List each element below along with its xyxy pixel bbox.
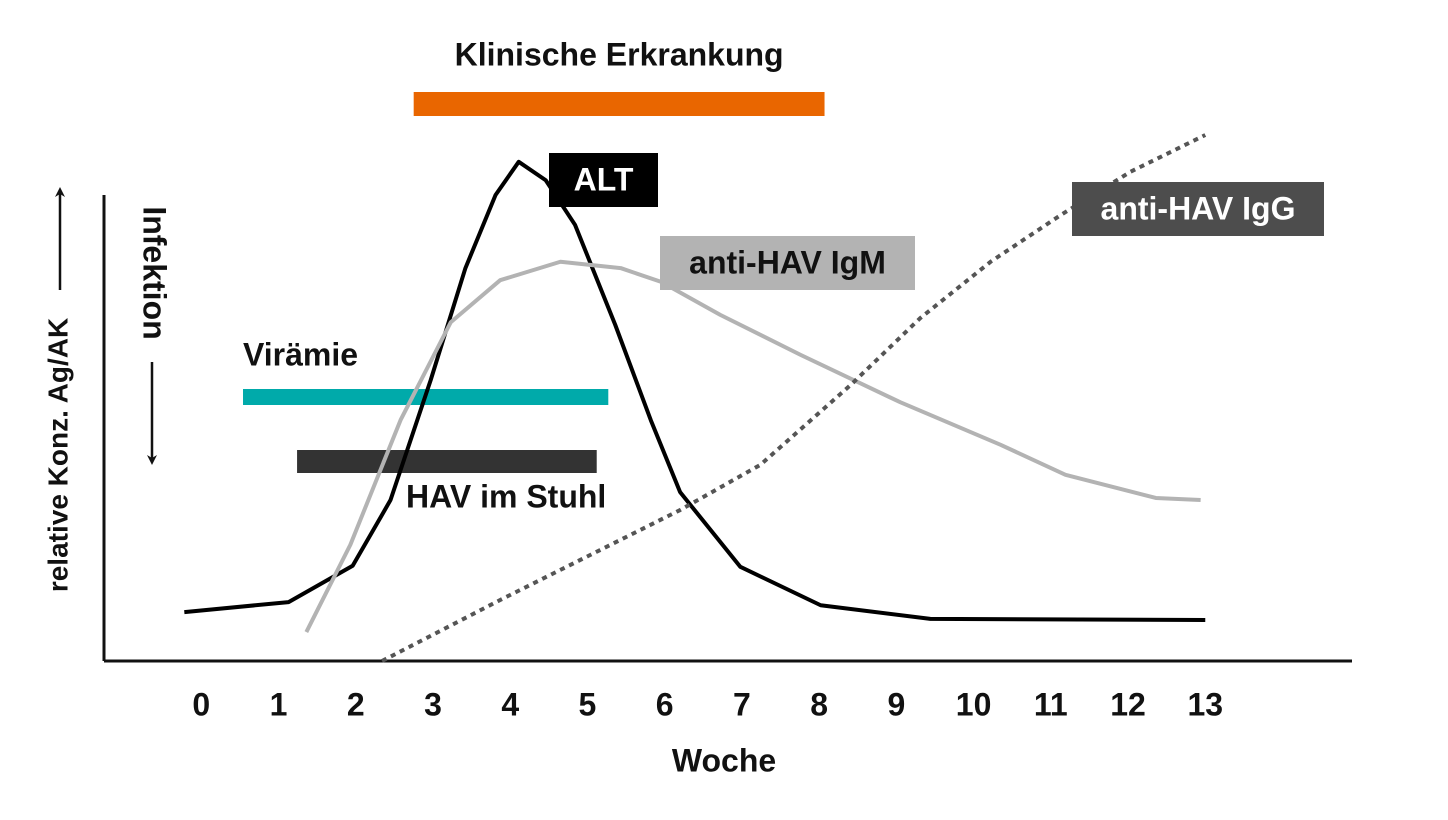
series-label-box <box>1072 182 1324 236</box>
x-tick-label: 13 <box>1187 686 1223 722</box>
x-tick-label: 11 <box>1034 686 1068 722</box>
series-label-box <box>549 153 658 207</box>
series-line <box>381 133 1207 663</box>
x-tick-label: 6 <box>656 686 674 722</box>
series-label: anti-HAV IgG <box>1101 190 1296 226</box>
x-tick-label: 7 <box>733 686 751 722</box>
range-bar <box>413 92 825 116</box>
x-tick-label: 4 <box>501 686 519 722</box>
x-tick-label: 12 <box>1110 686 1146 722</box>
infection-label: Infektion <box>137 206 173 339</box>
range-bar <box>297 450 597 473</box>
x-axis-label: Woche <box>672 742 776 778</box>
x-tick-label: 10 <box>956 686 992 722</box>
series-label-box <box>660 236 915 290</box>
series-label: anti-HAV IgM <box>689 244 886 280</box>
x-tick-label: 0 <box>192 686 210 722</box>
x-tick-label: 2 <box>347 686 365 722</box>
range-label: Klinische Erkrankung <box>455 36 784 72</box>
y-axis-label: relative Konz. Ag/AK <box>42 318 73 592</box>
series-label: ALT <box>574 161 634 197</box>
x-tick-label: 3 <box>424 686 442 722</box>
range-label: HAV im Stuhl <box>406 478 606 514</box>
x-tick-label: 8 <box>810 686 828 722</box>
series-line <box>184 159 1206 622</box>
x-tick-label: 9 <box>887 686 905 722</box>
range-label: Virämie <box>243 336 358 372</box>
x-tick-label: 5 <box>579 686 597 722</box>
series-line <box>304 259 1201 633</box>
x-tick-label: 1 <box>270 686 288 722</box>
